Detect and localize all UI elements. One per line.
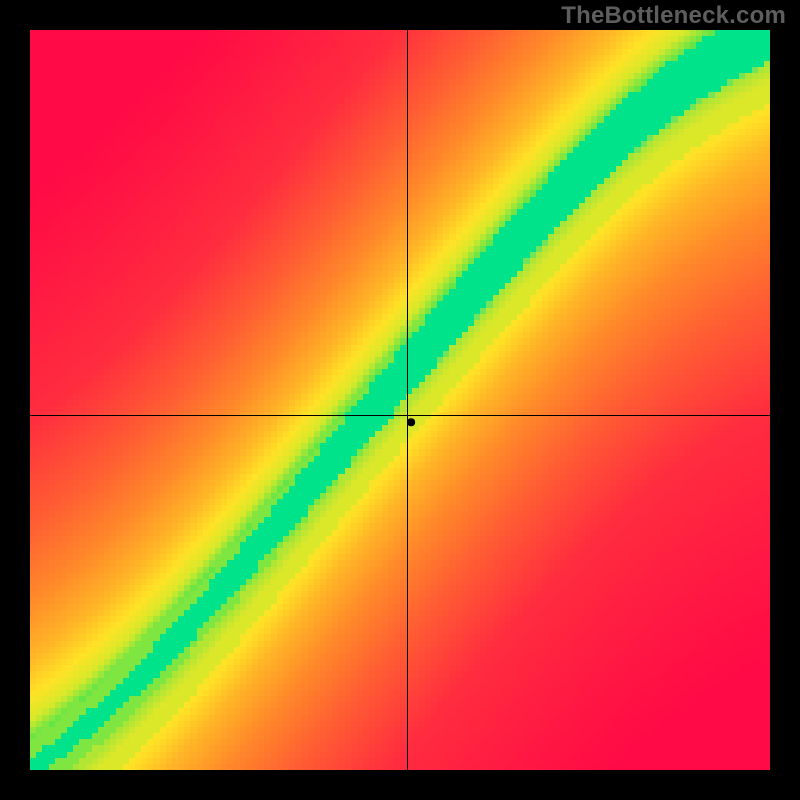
bottleneck-heatmap [0,0,800,800]
watermark-text: TheBottleneck.com [561,2,786,30]
